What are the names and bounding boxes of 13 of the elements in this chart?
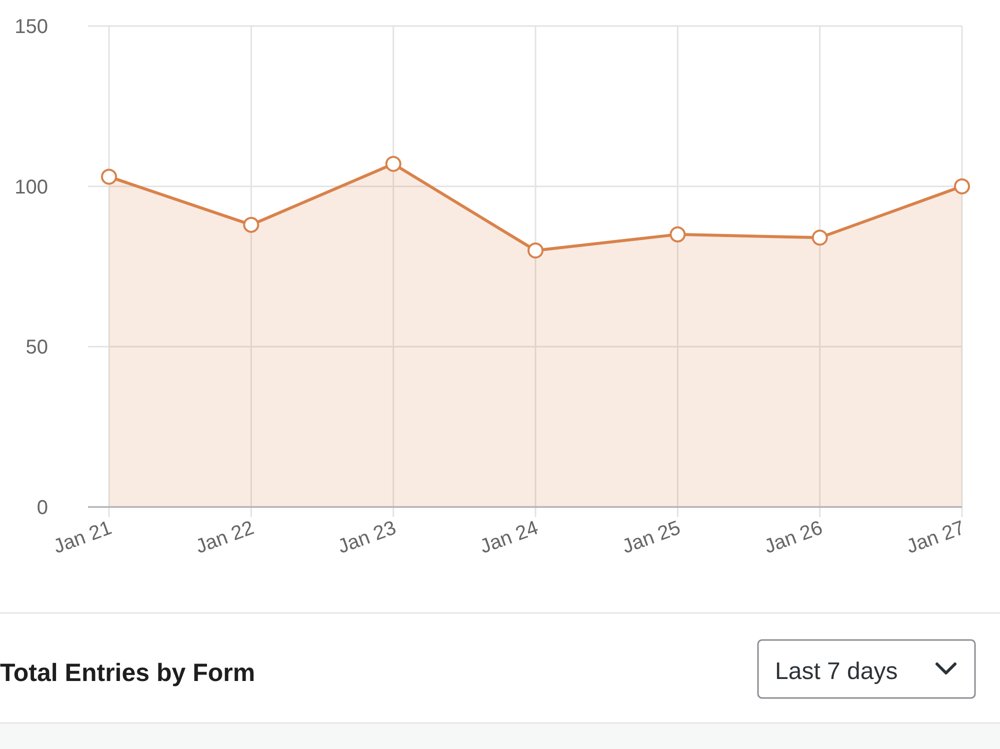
x-tick-label: Jan 27	[904, 517, 968, 558]
y-tick-label: 50	[26, 336, 48, 359]
y-tick-label: 0	[36, 497, 48, 519]
text: Total Entries by Form	[0, 659, 256, 687]
x-tick-label: Jan 21	[50, 517, 115, 558]
x-tick-label: Jan 26	[762, 517, 826, 558]
x-tick-label: Jan 24	[477, 517, 542, 558]
x-tick-label: Jan 23	[335, 517, 400, 558]
x-tick-label: Jan 22	[192, 517, 257, 558]
x-tick-label: Jan 25	[619, 517, 684, 558]
text: Last 7 days	[775, 658, 898, 685]
y-tick-label: 100	[14, 176, 48, 198]
y-tick-label: 150	[14, 16, 48, 38]
